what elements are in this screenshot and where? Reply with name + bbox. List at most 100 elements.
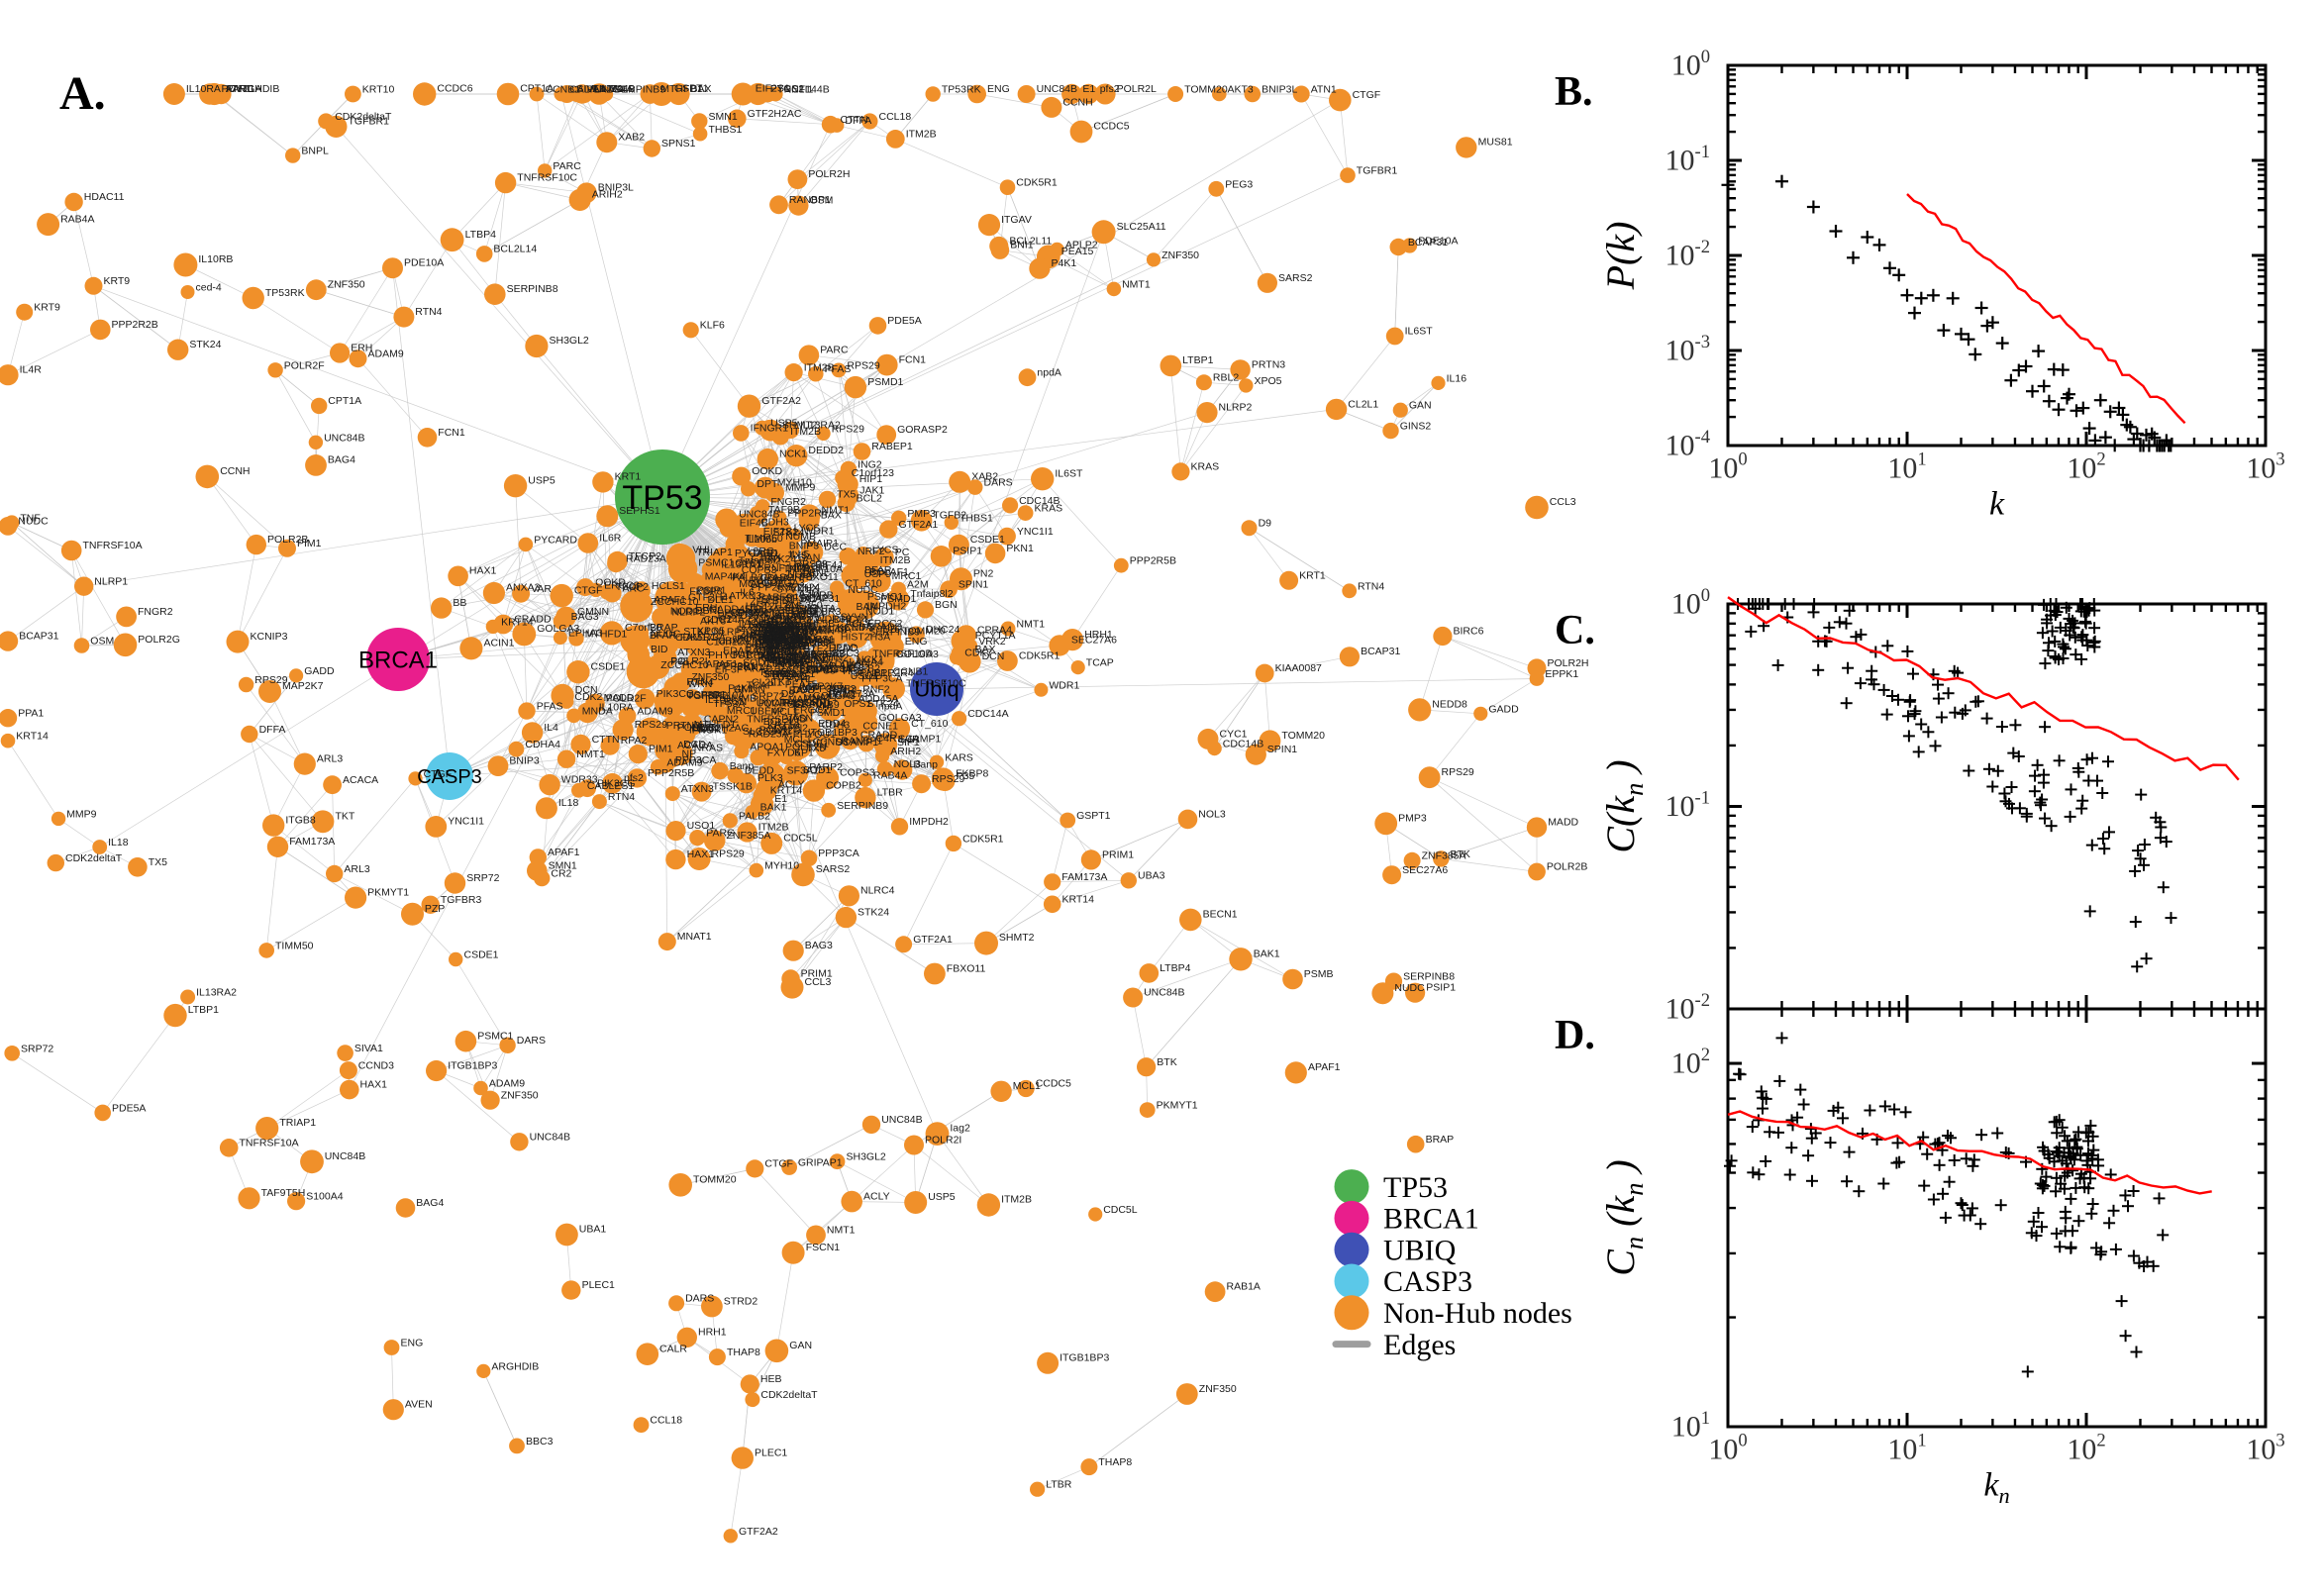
svg-text:BNIP3L: BNIP3L xyxy=(1262,83,1297,95)
svg-text:SMN1: SMN1 xyxy=(549,860,577,872)
svg-text:ITM2B: ITM2B xyxy=(906,129,937,141)
svg-text:HDAC11: HDAC11 xyxy=(84,191,125,203)
svg-text:TX5: TX5 xyxy=(149,856,167,868)
svg-text:k: k xyxy=(1989,486,2005,523)
svg-text:UNC84B: UNC84B xyxy=(325,1150,365,1162)
svg-text:HAX1: HAX1 xyxy=(360,1079,388,1091)
svg-text:BNPL: BNPL xyxy=(833,685,860,697)
svg-text:TFCP2: TFCP2 xyxy=(629,550,661,562)
svg-text:COPB2: COPB2 xyxy=(826,779,861,791)
svg-text:GSPT1: GSPT1 xyxy=(1076,810,1111,822)
svg-text:ERCC2: ERCC2 xyxy=(867,618,903,630)
svg-text:CT_610: CT_610 xyxy=(845,577,882,589)
svg-text:ADAM9: ADAM9 xyxy=(637,705,672,717)
svg-text:NLRC4: NLRC4 xyxy=(860,885,895,897)
svg-text:CPRA4: CPRA4 xyxy=(977,624,1012,636)
svg-text:PRIM1: PRIM1 xyxy=(801,968,833,980)
svg-text:SRP72: SRP72 xyxy=(21,1043,53,1054)
svg-text:TP53: TP53 xyxy=(622,479,702,517)
svg-text:TNFRSF10A: TNFRSF10A xyxy=(83,540,143,551)
svg-text:GAN: GAN xyxy=(1409,400,1432,412)
svg-text:PYCARD: PYCARD xyxy=(534,535,577,547)
svg-text:BCL2L14: BCL2L14 xyxy=(493,244,537,255)
svg-text:BAX: BAX xyxy=(821,509,842,521)
svg-text:CPT1A: CPT1A xyxy=(520,83,554,95)
svg-text:TIMM50: TIMM50 xyxy=(745,533,783,545)
svg-text:SARS2: SARS2 xyxy=(816,863,851,875)
svg-text:APOA1: APOA1 xyxy=(750,741,784,752)
svg-text:XPO5: XPO5 xyxy=(1255,375,1282,387)
svg-text:KRT14: KRT14 xyxy=(1062,894,1095,906)
svg-text:RPS29: RPS29 xyxy=(832,423,864,435)
svg-text:P4K1: P4K1 xyxy=(1052,257,1077,269)
svg-text:FSCN1: FSCN1 xyxy=(806,1242,841,1253)
svg-text:DEDD2: DEDD2 xyxy=(808,445,844,456)
svg-text:MAP4K4: MAP4K4 xyxy=(705,571,747,583)
svg-text:GINS2: GINS2 xyxy=(1400,420,1432,432)
svg-text:MTHFD1: MTHFD1 xyxy=(585,628,628,640)
svg-text:TOMM20: TOMM20 xyxy=(1281,730,1325,742)
svg-text:P35: P35 xyxy=(957,770,975,782)
svg-text:CRADD: CRADD xyxy=(514,614,552,626)
svg-text:TGFBR3: TGFBR3 xyxy=(441,894,482,906)
svg-text:LTBP1: LTBP1 xyxy=(1182,354,1213,366)
svg-text:PSIP1: PSIP1 xyxy=(1426,982,1456,994)
svg-text:TKT: TKT xyxy=(336,811,355,823)
svg-text:PSMD1: PSMD1 xyxy=(880,593,916,605)
svg-text:PDE10A: PDE10A xyxy=(404,257,444,269)
svg-text:NMT1: NMT1 xyxy=(1122,278,1151,290)
svg-text:CCNE1: CCNE1 xyxy=(862,721,898,733)
svg-text:KLF6: KLF6 xyxy=(700,320,725,332)
svg-text:POLR2H: POLR2H xyxy=(808,168,850,180)
svg-text:Edges: Edges xyxy=(1383,1329,1456,1361)
svg-text:POLR2H: POLR2H xyxy=(785,741,827,752)
svg-text:PHYOU1: PHYOU1 xyxy=(708,649,751,661)
svg-text:E1: E1 xyxy=(1082,83,1095,95)
svg-text:IL16: IL16 xyxy=(1447,373,1467,385)
svg-text:ARGHDIB: ARGHDIB xyxy=(491,1361,539,1373)
svg-text:NEDD8: NEDD8 xyxy=(1432,699,1467,711)
svg-text:UBIQ: UBIQ xyxy=(1383,1234,1457,1266)
svg-text:IL18: IL18 xyxy=(558,797,579,809)
svg-text:CASP3: CASP3 xyxy=(1383,1265,1472,1298)
svg-text:CDC5L: CDC5L xyxy=(783,833,818,845)
svg-text:CDC14B: CDC14B xyxy=(1019,495,1060,507)
svg-text:RABEP1: RABEP1 xyxy=(871,441,913,452)
svg-text:DCC: DCC xyxy=(824,542,847,553)
svg-text:CSDE1: CSDE1 xyxy=(591,660,626,672)
svg-text:TNFRSF10D: TNFRSF10D xyxy=(747,714,807,726)
svg-text:RBL2: RBL2 xyxy=(1213,372,1239,384)
svg-text:pfs2: pfs2 xyxy=(1100,83,1120,95)
svg-text:STRD2: STRD2 xyxy=(724,1295,758,1307)
svg-text:PIK3CG: PIK3CG xyxy=(597,777,636,789)
svg-text:MUS81: MUS81 xyxy=(1478,137,1513,149)
svg-text:POLR2G: POLR2G xyxy=(138,634,180,646)
svg-text:PSMC1: PSMC1 xyxy=(698,557,734,569)
svg-text:BAG4: BAG4 xyxy=(328,454,355,466)
svg-text:DFFA: DFFA xyxy=(259,724,286,736)
svg-text:CDK5R1: CDK5R1 xyxy=(675,632,717,644)
svg-text:XAB2: XAB2 xyxy=(618,132,645,144)
svg-text:PLEC1: PLEC1 xyxy=(755,1446,787,1458)
svg-text:RPS29: RPS29 xyxy=(712,848,745,859)
svg-text:CCDC6: CCDC6 xyxy=(437,83,472,95)
svg-text:ARL3: ARL3 xyxy=(344,863,369,875)
svg-text:IL13RA2: IL13RA2 xyxy=(196,986,237,998)
svg-text:GTF2H2AC: GTF2H2AC xyxy=(748,108,802,120)
svg-text:POLR2I: POLR2I xyxy=(670,655,707,667)
svg-text:WDR1: WDR1 xyxy=(804,526,835,538)
svg-text:MYH10: MYH10 xyxy=(777,476,812,488)
svg-text:A2M: A2M xyxy=(907,579,929,591)
svg-text:PMP3: PMP3 xyxy=(1398,813,1427,825)
svg-text:DCD: DCD xyxy=(683,739,706,750)
svg-text:BIRC6: BIRC6 xyxy=(1454,626,1484,638)
svg-text:IL10RA: IL10RA xyxy=(186,83,221,95)
svg-text:BECN1: BECN1 xyxy=(1203,909,1238,921)
svg-text:MCL1: MCL1 xyxy=(1013,1080,1041,1092)
svg-text:ADAM9: ADAM9 xyxy=(666,756,702,768)
svg-text:THBS1: THBS1 xyxy=(709,124,743,136)
svg-text:SIP1: SIP1 xyxy=(897,737,920,748)
svg-text:ITGB1BP3: ITGB1BP3 xyxy=(1060,1352,1109,1364)
svg-text:ADAM9: ADAM9 xyxy=(368,348,404,359)
svg-text:ACIN1: ACIN1 xyxy=(484,638,515,649)
